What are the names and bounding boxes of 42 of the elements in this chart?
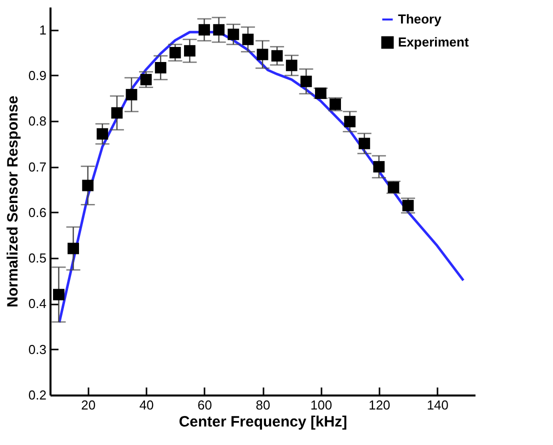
y-tick-label: 0.8 xyxy=(28,114,46,129)
point xyxy=(242,34,254,46)
x-tick-label: 100 xyxy=(310,398,332,412)
point xyxy=(184,45,196,57)
y-tick-label: 0.6 xyxy=(28,204,46,220)
y-tick-label: 0.4 xyxy=(28,296,46,312)
point xyxy=(286,60,298,72)
point xyxy=(53,288,64,300)
y-tick-label: 0.9 xyxy=(28,68,46,83)
point xyxy=(228,28,240,40)
point xyxy=(68,242,79,254)
x-tick-label: 40 xyxy=(139,398,154,412)
point xyxy=(111,107,123,119)
legend-label: Experiment xyxy=(398,34,470,50)
point xyxy=(373,161,385,172)
point xyxy=(82,180,94,192)
y-tick-label: 0.3 xyxy=(28,342,46,357)
point xyxy=(140,74,152,86)
y-axis-title: Normalized Sensor Response xyxy=(4,96,22,308)
x-axis-title: Center Frequency [kHz] xyxy=(178,414,348,430)
point xyxy=(154,62,166,74)
point xyxy=(96,128,108,140)
x-tick-label: 60 xyxy=(198,398,212,412)
point xyxy=(271,50,283,62)
point xyxy=(344,116,356,128)
point xyxy=(300,76,312,88)
point xyxy=(169,46,181,58)
y-tick-label: 0.5 xyxy=(28,250,46,266)
point xyxy=(126,88,138,100)
point xyxy=(213,24,225,36)
y-tick-label: 1 xyxy=(39,22,46,38)
y-tick-label: 0.2 xyxy=(28,388,46,402)
point xyxy=(402,200,414,212)
point xyxy=(198,24,210,36)
point xyxy=(256,48,268,60)
x-tick-label: 120 xyxy=(368,398,390,412)
point xyxy=(358,138,370,150)
x-tick-label: 20 xyxy=(81,398,96,412)
legend-label: Theory xyxy=(398,12,442,26)
y-tick-label: 0.7 xyxy=(28,159,46,174)
x-tick-label: 140 xyxy=(426,398,449,412)
x-tick-label: 80 xyxy=(256,398,270,412)
